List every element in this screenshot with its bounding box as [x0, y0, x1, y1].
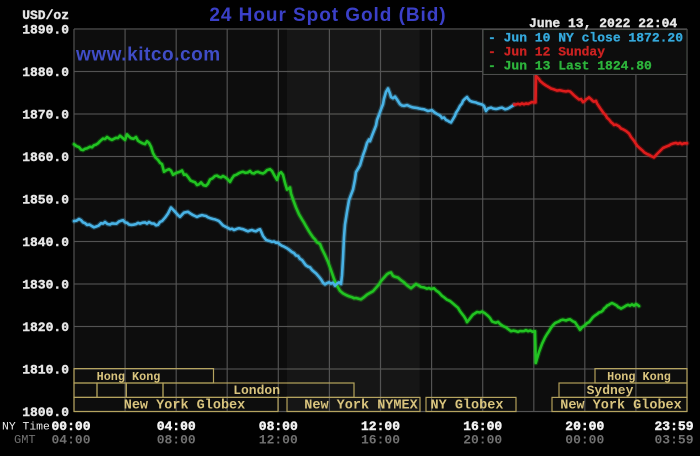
svg-text:16:00: 16:00 [361, 433, 400, 448]
svg-text:04:00: 04:00 [157, 419, 196, 434]
svg-text:08:00: 08:00 [259, 419, 298, 434]
svg-text:08:00: 08:00 [157, 433, 196, 448]
svg-text:1880.0: 1880.0 [22, 65, 69, 80]
svg-text:Hong Kong: Hong Kong [97, 370, 161, 384]
svg-text:1840.0: 1840.0 [22, 235, 69, 250]
svg-text:New York NYMEX: New York NYMEX [304, 399, 418, 414]
svg-text:1890.0: 1890.0 [22, 23, 69, 38]
svg-text:1860.0: 1860.0 [22, 150, 69, 165]
svg-text:00:00: 00:00 [565, 433, 604, 448]
svg-text:24 Hour Spot Gold (Bid): 24 Hour Spot Gold (Bid) [209, 5, 446, 26]
svg-text:20:00: 20:00 [463, 433, 502, 448]
svg-text:00:00: 00:00 [51, 419, 90, 434]
svg-text:04:00: 04:00 [51, 433, 90, 448]
svg-text:20:00: 20:00 [565, 419, 604, 434]
svg-text:1850.0: 1850.0 [22, 193, 69, 208]
svg-text:12:00: 12:00 [259, 433, 298, 448]
svg-text:NY Time: NY Time [2, 422, 50, 434]
svg-text:1820.0: 1820.0 [22, 320, 69, 335]
svg-text:- Jun 10 NY close 1872.20: - Jun 10 NY close 1872.20 [488, 30, 683, 45]
svg-text:1870.0: 1870.0 [22, 108, 69, 123]
svg-text:16:00: 16:00 [463, 419, 502, 434]
svg-text:03:59: 03:59 [654, 433, 693, 448]
svg-text:23:59: 23:59 [654, 419, 693, 434]
svg-text:Sydney: Sydney [587, 383, 634, 398]
svg-text:12:00: 12:00 [361, 419, 400, 434]
svg-text:New York Globex: New York Globex [124, 399, 246, 414]
svg-text:- Jun 13 Last 1824.80: - Jun 13 Last 1824.80 [488, 58, 652, 73]
svg-text:June 13, 2022 22:04: June 13, 2022 22:04 [529, 16, 677, 31]
svg-text:GMT: GMT [14, 433, 36, 447]
svg-text:London: London [233, 383, 280, 398]
svg-text:- Jun 12 Sunday: - Jun 12 Sunday [488, 44, 605, 59]
svg-text:www.kitco.com: www.kitco.com [75, 45, 221, 66]
svg-text:USD/oz: USD/oz [22, 8, 69, 23]
svg-text:Hong Kong: Hong Kong [607, 370, 671, 384]
svg-text:1830.0: 1830.0 [22, 278, 69, 293]
svg-text:1800.0: 1800.0 [22, 405, 69, 420]
svg-text:New York Globex: New York Globex [560, 399, 682, 414]
svg-text:NY Globex: NY Globex [431, 399, 504, 414]
svg-text:1810.0: 1810.0 [22, 363, 69, 378]
